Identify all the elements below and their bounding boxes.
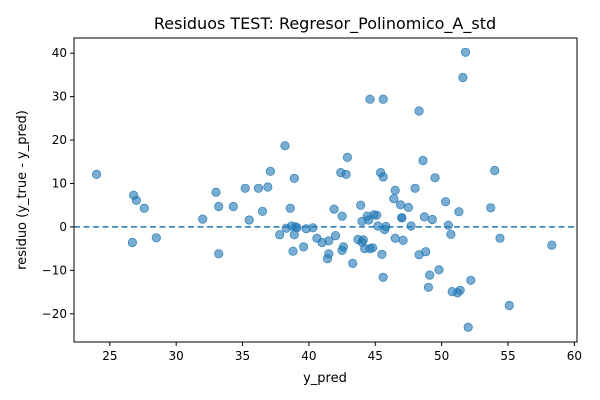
- x-tick-label: 60: [567, 349, 582, 363]
- x-tick-label: 35: [235, 349, 250, 363]
- y-tick-label: 40: [52, 46, 67, 60]
- data-point: [418, 155, 428, 166]
- data-point: [377, 249, 387, 259]
- data-point: [455, 285, 465, 295]
- data-point: [427, 214, 437, 225]
- data-point: [390, 233, 400, 243]
- data-point: [151, 233, 161, 243]
- data-point: [397, 213, 407, 223]
- data-point: [486, 203, 496, 213]
- x-tick-label: 25: [102, 349, 117, 363]
- data-point: [337, 211, 347, 221]
- x-tick-label: 55: [500, 349, 515, 363]
- data-point: [240, 183, 250, 193]
- y-tick-label: −10: [42, 263, 67, 277]
- data-point: [275, 230, 285, 240]
- data-point: [389, 194, 399, 204]
- data-point: [434, 265, 444, 275]
- data-point: [463, 322, 473, 332]
- data-point: [263, 182, 273, 192]
- data-point: [288, 246, 298, 256]
- data-point: [446, 229, 456, 239]
- data-point: [378, 272, 388, 282]
- data-point: [504, 300, 514, 311]
- data-point: [425, 270, 435, 280]
- data-point: [490, 165, 500, 176]
- data-point: [285, 203, 295, 213]
- data-point: [419, 212, 429, 222]
- x-axis: 25 30 35 40 45 50 55 60: [102, 342, 582, 363]
- y-axis-label: residuo (y_true - y_pred): [15, 110, 30, 270]
- data-point: [440, 197, 451, 207]
- data-point: [280, 141, 290, 151]
- y-tick-label: 30: [52, 90, 67, 104]
- plot-area: [74, 38, 577, 342]
- data-point: [348, 258, 358, 268]
- data-point: [358, 235, 368, 245]
- data-point: [495, 233, 505, 243]
- data-point: [458, 72, 468, 83]
- data-point: [127, 237, 137, 248]
- data-point: [324, 249, 334, 259]
- data-point: [292, 223, 302, 233]
- data-point: [406, 221, 416, 231]
- data-point: [547, 240, 557, 250]
- x-tick-label: 30: [169, 349, 184, 363]
- data-point: [139, 203, 149, 213]
- data-point: [131, 195, 141, 205]
- y-tick-label: −20: [42, 307, 67, 321]
- data-point: [92, 169, 102, 179]
- data-point: [342, 152, 352, 162]
- x-axis-label: y_pred: [303, 371, 347, 386]
- data-point: [214, 201, 224, 212]
- plot-frame: [73, 37, 578, 343]
- y-tick-label: 0: [59, 220, 67, 234]
- data-point: [211, 187, 221, 197]
- data-point: [371, 210, 382, 220]
- data-point: [466, 275, 476, 285]
- data-point: [454, 207, 464, 217]
- data-point: [341, 169, 351, 179]
- y-axis: −20 −10 0 10 20 30 40: [42, 46, 74, 321]
- data-point: [378, 94, 388, 104]
- data-point: [308, 223, 318, 233]
- data-point: [298, 242, 309, 252]
- data-point: [365, 94, 375, 104]
- chart-title: Residuos TEST: Regresor_Polinomico_A_std: [154, 14, 496, 34]
- data-point: [423, 282, 433, 292]
- data-point: [410, 183, 420, 193]
- x-tick-label: 40: [301, 349, 316, 363]
- data-point: [398, 235, 408, 245]
- y-tick-label: 20: [52, 133, 67, 147]
- data-point: [378, 172, 388, 182]
- data-point: [390, 185, 400, 195]
- data-point: [257, 206, 268, 216]
- data-point: [367, 243, 378, 253]
- data-point: [460, 47, 471, 57]
- data-point: [228, 201, 238, 212]
- data-point: [356, 200, 366, 210]
- data-point: [330, 231, 341, 241]
- data-point: [395, 200, 406, 210]
- points-layer: [92, 47, 557, 332]
- data-point: [265, 166, 275, 176]
- data-point: [253, 183, 264, 193]
- data-point: [244, 215, 254, 225]
- data-point: [198, 214, 208, 224]
- data-point: [329, 204, 339, 214]
- data-point: [214, 249, 224, 259]
- data-point: [443, 220, 453, 230]
- data-point: [289, 173, 299, 183]
- x-tick-label: 50: [434, 349, 449, 363]
- data-point: [414, 106, 424, 116]
- data-point: [403, 202, 413, 212]
- x-tick-label: 45: [368, 349, 383, 363]
- data-point: [421, 247, 431, 257]
- data-point: [338, 242, 348, 252]
- data-point: [430, 173, 440, 183]
- y-tick-label: 10: [52, 176, 67, 190]
- data-point: [324, 236, 334, 246]
